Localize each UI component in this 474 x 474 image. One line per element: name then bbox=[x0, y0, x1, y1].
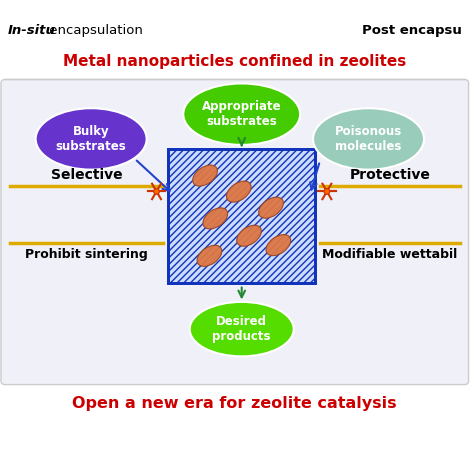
Text: Post encapsu: Post encapsu bbox=[362, 24, 462, 37]
Text: In-situ: In-situ bbox=[8, 24, 56, 37]
Text: Bulky
substrates: Bulky substrates bbox=[56, 125, 127, 153]
Text: Desired
products: Desired products bbox=[212, 315, 271, 343]
Bar bbox=[168, 149, 315, 283]
Text: Metal nanoparticles confined in zeolites: Metal nanoparticles confined in zeolites bbox=[63, 54, 406, 69]
Ellipse shape bbox=[190, 302, 294, 356]
Ellipse shape bbox=[197, 245, 222, 266]
Text: Selective: Selective bbox=[51, 168, 122, 182]
Text: Poisonous
molecules: Poisonous molecules bbox=[335, 125, 402, 153]
Text: Open a new era for zeolite catalysis: Open a new era for zeolite catalysis bbox=[73, 396, 397, 411]
Ellipse shape bbox=[266, 235, 291, 255]
Circle shape bbox=[154, 189, 159, 194]
Text: encapsulation: encapsulation bbox=[45, 24, 143, 37]
Ellipse shape bbox=[193, 165, 218, 186]
Text: Modifiable wettabil: Modifiable wettabil bbox=[322, 248, 457, 261]
Ellipse shape bbox=[227, 181, 251, 202]
Ellipse shape bbox=[237, 225, 261, 246]
Ellipse shape bbox=[313, 108, 424, 170]
Ellipse shape bbox=[203, 208, 228, 229]
Circle shape bbox=[324, 189, 330, 194]
Ellipse shape bbox=[259, 197, 283, 218]
FancyBboxPatch shape bbox=[1, 80, 469, 384]
Text: Prohibit sintering: Prohibit sintering bbox=[25, 248, 148, 261]
Bar bbox=[168, 149, 315, 283]
Bar bbox=[168, 149, 315, 283]
Ellipse shape bbox=[183, 83, 300, 145]
Text: Protective: Protective bbox=[349, 168, 430, 182]
Text: Appropriate
substrates: Appropriate substrates bbox=[202, 100, 282, 128]
Ellipse shape bbox=[36, 108, 146, 170]
